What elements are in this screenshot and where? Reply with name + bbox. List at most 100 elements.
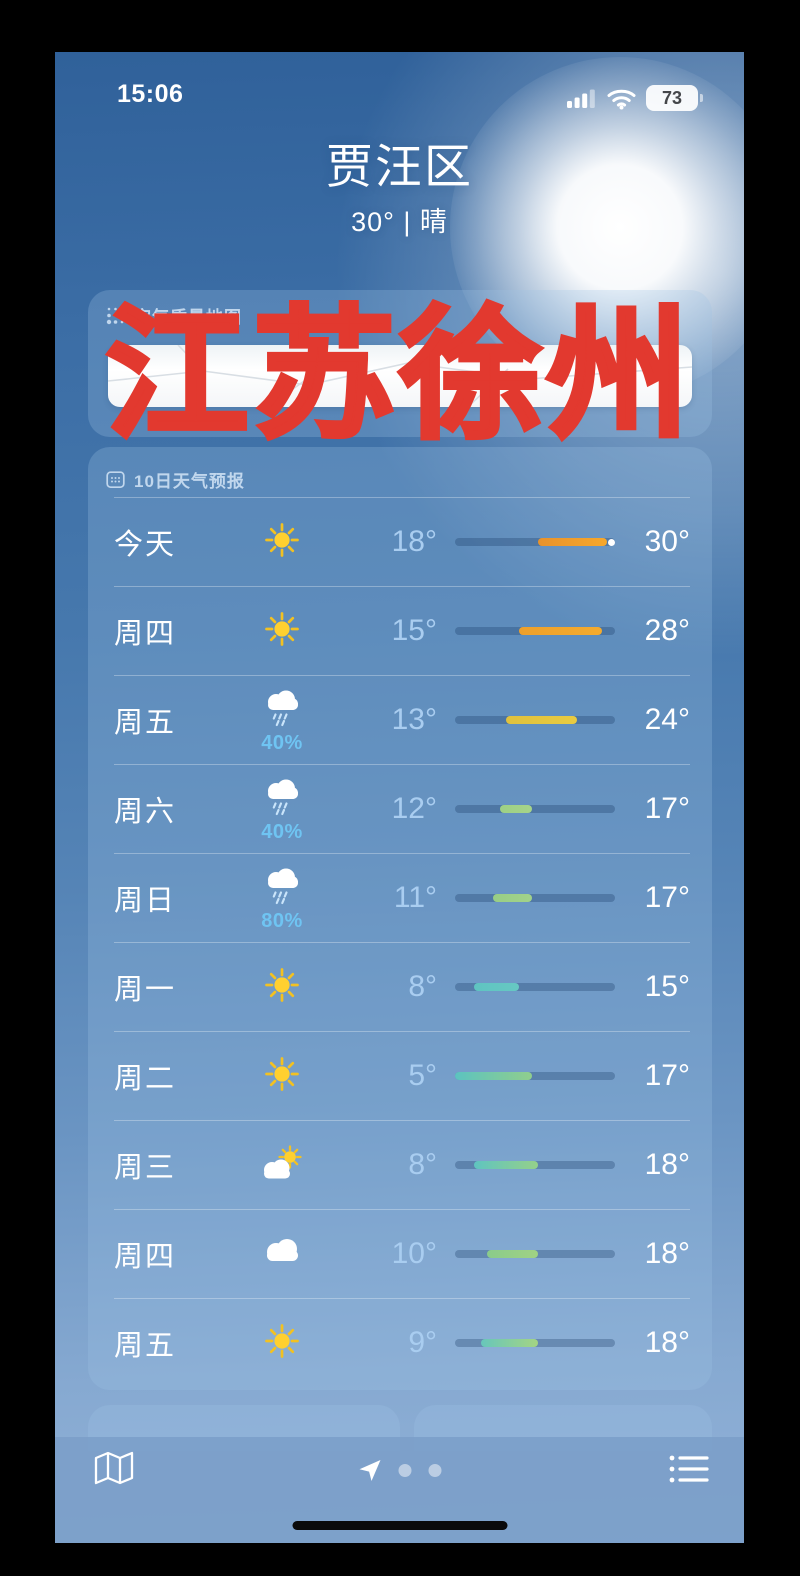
weather-icon-cell — [264, 967, 300, 1007]
status-icons: 73 — [566, 85, 703, 111]
page-dot — [428, 1463, 441, 1477]
aqi-dot-grid-icon — [106, 307, 124, 325]
temp-bar-segment — [493, 894, 532, 902]
day-label: 周五 — [114, 1330, 177, 1362]
temp-bar-track — [455, 1250, 615, 1258]
temp-bar-cell — [437, 1161, 615, 1169]
temp-bar-segment — [538, 538, 607, 546]
low-temp: 15° — [391, 614, 437, 647]
high-temp: 28° — [644, 614, 690, 647]
temp-bar-segment — [487, 1250, 539, 1258]
day-label: 周日 — [114, 885, 177, 917]
weather-icon-cell: 40% — [261, 688, 303, 753]
forecast-day-row[interactable]: 周六 40% 12° 17° — [114, 764, 690, 853]
temp-bar-cell — [437, 894, 615, 902]
day-label: 周六 — [114, 796, 177, 828]
high-temp: 18° — [644, 1148, 690, 1181]
low-temp: 8° — [408, 1148, 437, 1181]
weather-icon-cell — [264, 1323, 300, 1363]
sun-icon — [264, 1056, 300, 1096]
high-temp: 24° — [644, 703, 690, 736]
temp-bar-track — [455, 716, 615, 724]
temp-bar-segment — [474, 983, 519, 991]
calendar-icon — [106, 471, 125, 489]
low-temp: 8° — [408, 970, 437, 1003]
temp-bar-cell — [437, 716, 615, 724]
forecast-day-row[interactable]: 周一 8° 15° — [114, 942, 690, 1031]
forecast-day-row[interactable]: 周日 80% 11° 17° — [114, 853, 690, 942]
list-icon[interactable] — [668, 1453, 710, 1485]
phone-screen: 15:06 73 贾汪区 30° | 晴 — [55, 52, 744, 1543]
forecast-day-row[interactable]: 今天 18° 30° — [114, 497, 690, 586]
low-temp: 9° — [408, 1326, 437, 1359]
low-temp: 18° — [391, 525, 437, 558]
forecast-day-row[interactable]: 周三 8° 18° — [114, 1120, 690, 1209]
battery-indicator: 73 — [646, 85, 703, 111]
temp-bar-track — [455, 894, 615, 902]
precip-label: 40% — [261, 731, 303, 754]
high-temp: 15° — [644, 970, 690, 1003]
temp-bar-cell — [437, 983, 615, 991]
low-temp: 12° — [391, 792, 437, 825]
day-label: 周四 — [114, 618, 177, 650]
high-temp: 17° — [644, 792, 690, 825]
forecast-day-row[interactable]: 周二 5° 17° — [114, 1031, 690, 1120]
rain-icon — [262, 777, 302, 821]
weather-icon-cell — [261, 1237, 303, 1271]
temp-bar-cell — [437, 1250, 615, 1258]
temperature-condition-summary: 30° | 晴 — [351, 207, 448, 237]
page-indicator[interactable] — [358, 1459, 441, 1482]
high-temp: 17° — [644, 1059, 690, 1092]
temp-bar-segment — [506, 716, 577, 724]
sun-icon — [264, 1323, 300, 1363]
forecast-rows: 今天 18° 30° 周四 — [88, 497, 712, 1387]
sun-icon — [264, 522, 300, 562]
temp-bar-track — [455, 1161, 615, 1169]
weather-icon-cell — [264, 611, 300, 651]
air-quality-card-title: 空气质量地图 — [134, 308, 242, 327]
precip-label: 80% — [261, 909, 303, 932]
temp-bar-cell — [437, 538, 615, 546]
temp-bar-track — [455, 805, 615, 813]
low-temp: 5° — [408, 1059, 437, 1092]
location-arrow-icon — [359, 1459, 380, 1481]
day-label: 周五 — [114, 707, 177, 739]
temp-bar-segment — [499, 805, 532, 813]
precip-label: 40% — [261, 820, 303, 843]
rain-icon — [262, 688, 302, 732]
toolbar-icons-row — [55, 1447, 744, 1493]
battery-percent: 73 — [661, 87, 683, 108]
page-title-location: 贾汪区 — [326, 140, 473, 193]
temp-bar-segment — [480, 1339, 539, 1347]
current-temp-dot — [608, 538, 615, 546]
forecast-day-row[interactable]: 周四 10° 18° — [114, 1209, 690, 1298]
weather-icon-cell: 80% — [261, 866, 303, 931]
map-roads-graphic — [107, 344, 693, 408]
temp-bar-track — [455, 627, 615, 635]
forecast-day-row[interactable]: 周五 40% 13° 24° — [114, 675, 690, 764]
forecast-day-row[interactable]: 周五 9° 18° — [114, 1298, 690, 1387]
weather-icon-cell — [259, 1145, 305, 1185]
day-label: 周一 — [114, 974, 177, 1006]
map-icon[interactable] — [93, 1450, 135, 1486]
high-temp: 18° — [644, 1326, 690, 1359]
weather-icon-cell: 40% — [261, 777, 303, 842]
bottom-toolbar — [55, 1437, 744, 1543]
page-dots — [398, 1463, 441, 1477]
temp-bar-cell — [437, 627, 615, 635]
temp-bar-track — [455, 983, 615, 991]
partly-cloudy-icon — [259, 1145, 305, 1185]
forecast-day-row[interactable]: 周四 15° 28° — [114, 586, 690, 675]
low-temp: 10° — [391, 1237, 437, 1270]
sun-icon — [264, 967, 300, 1007]
air-quality-card[interactable]: 空气质量地图 — [88, 290, 712, 437]
temp-bar-track — [455, 538, 615, 546]
temp-bar-segment — [519, 627, 603, 635]
temp-bar-track — [455, 1339, 615, 1347]
air-quality-map-preview[interactable] — [107, 344, 693, 408]
high-temp: 18° — [644, 1237, 690, 1270]
home-indicator[interactable] — [292, 1521, 507, 1530]
forecast-card-title: 10日天气预报 — [134, 472, 245, 491]
high-temp: 30° — [644, 525, 690, 558]
weather-icon-cell — [264, 1056, 300, 1096]
